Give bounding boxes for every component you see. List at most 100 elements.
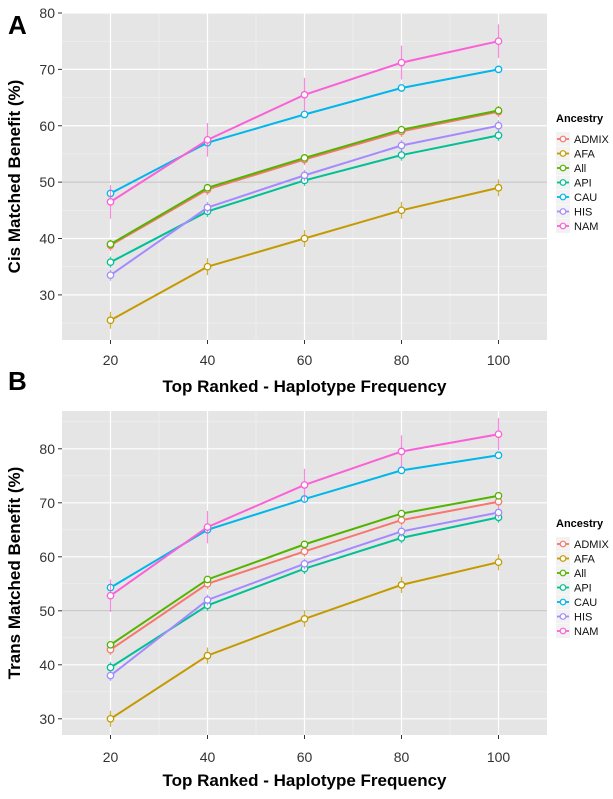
legend-label: HIS — [574, 612, 592, 624]
y-tick-label: 40 — [39, 657, 55, 673]
legend-label: AFA — [574, 149, 595, 161]
data-point — [106, 671, 115, 680]
legend-label: All — [574, 568, 586, 580]
x-tick-label: 40 — [200, 352, 216, 368]
y-tick-label: 40 — [39, 231, 55, 247]
legend-label: API — [574, 178, 592, 190]
data-point — [494, 183, 503, 192]
y-tick-label: 30 — [39, 287, 55, 303]
y-axis-title: Cis Matched Benefit (%) — [5, 80, 24, 274]
legend-key-marker — [559, 584, 567, 591]
legend-key-marker — [559, 164, 567, 172]
legend-key-marker — [559, 540, 567, 548]
legend-key-marker — [559, 150, 567, 157]
legend-key-marker — [559, 179, 567, 186]
legend: Ancestry ADMIX AFA All API CAU HIS NAM — [556, 518, 610, 638]
data-point — [106, 198, 115, 206]
legend-label: API — [574, 583, 592, 595]
legend-label: NAM — [574, 626, 598, 638]
data-point — [106, 316, 115, 325]
legend-label: AFA — [574, 554, 595, 566]
legend-label: CAU — [574, 597, 597, 609]
data-point — [300, 547, 309, 556]
data-point — [494, 131, 503, 140]
y-tick-label: 50 — [39, 603, 55, 619]
data-point — [397, 581, 406, 589]
data-point — [494, 121, 503, 130]
data-point — [203, 651, 212, 660]
x-tick-label: 20 — [103, 749, 119, 765]
legend-key-marker — [559, 555, 567, 562]
panel-letter: A — [8, 10, 27, 40]
y-tick-label: 80 — [39, 5, 55, 21]
x-tick-label: 60 — [297, 749, 313, 765]
data-point — [106, 663, 115, 672]
data-point — [300, 559, 309, 568]
x-axis-title: Top Ranked - Haplotype Frequency — [162, 377, 447, 396]
data-point — [300, 171, 309, 180]
legend-key-marker — [559, 193, 567, 201]
y-tick-label: 30 — [39, 711, 55, 727]
legend-label: CAU — [574, 192, 597, 204]
legend-key-marker — [559, 627, 567, 635]
y-tick-label: 50 — [39, 174, 55, 190]
y-tick-label: 60 — [39, 549, 55, 565]
x-axis-title: Top Ranked - Haplotype Frequency — [162, 771, 447, 790]
x-tick-label: 60 — [297, 352, 313, 368]
x-tick-label: 80 — [394, 749, 410, 765]
data-point — [300, 615, 309, 623]
data-point — [203, 203, 212, 212]
x-tick-label: 40 — [200, 749, 216, 765]
data-point — [106, 271, 115, 280]
data-point — [106, 714, 115, 723]
data-point — [300, 481, 309, 489]
x-tick-label: 80 — [394, 352, 410, 368]
data-point — [397, 509, 406, 518]
legend-label: ADMIX — [574, 134, 610, 146]
data-point — [494, 65, 503, 74]
chart-panel-a: A 30 40 50 60 70 80 20 40 60 80 100 Top Ranked - Hap… — [5, 5, 610, 396]
data-point — [397, 84, 406, 92]
data-point — [494, 106, 503, 115]
legend-key-marker — [559, 569, 567, 577]
data-point — [494, 430, 503, 439]
data-point — [494, 37, 503, 46]
y-tick-label: 60 — [39, 118, 55, 134]
data-point — [203, 183, 212, 192]
data-point — [203, 523, 212, 531]
y-tick-label: 80 — [39, 441, 55, 457]
y-axis-title: Trans Matched Benefit (%) — [5, 467, 24, 680]
chart-panel-b: B 30 40 50 60 70 80 20 40 60 80 100 Top Ranked - Hap… — [5, 366, 610, 790]
data-point — [300, 110, 309, 119]
legend-key-marker — [559, 613, 567, 620]
data-point — [397, 151, 406, 159]
x-tick-label: 100 — [487, 749, 511, 765]
data-point — [494, 491, 503, 500]
y-tick-label: 70 — [39, 495, 55, 511]
data-point — [397, 516, 406, 524]
legend-key-marker — [559, 135, 567, 143]
data-point — [397, 466, 406, 475]
data-point — [300, 154, 309, 162]
data-point — [397, 141, 406, 150]
data-point — [300, 90, 309, 99]
data-point — [397, 527, 406, 536]
data-point — [300, 540, 309, 549]
legend-label: HIS — [574, 207, 592, 219]
x-tick-label: 100 — [487, 352, 511, 368]
y-tick-label: 70 — [39, 61, 55, 77]
legend-title: Ancestry — [556, 518, 604, 530]
data-point — [494, 451, 503, 460]
x-tick-label: 20 — [103, 352, 119, 368]
legend-label: ADMIX — [574, 539, 610, 551]
legend-key-marker — [559, 222, 567, 230]
data-point — [494, 508, 503, 517]
legend-key-marker — [559, 598, 567, 606]
legend-key-marker — [559, 208, 567, 215]
data-point — [494, 558, 503, 567]
panel-letter: B — [8, 366, 27, 396]
data-point — [106, 240, 115, 249]
data-point — [203, 575, 212, 584]
data-point — [203, 262, 212, 271]
